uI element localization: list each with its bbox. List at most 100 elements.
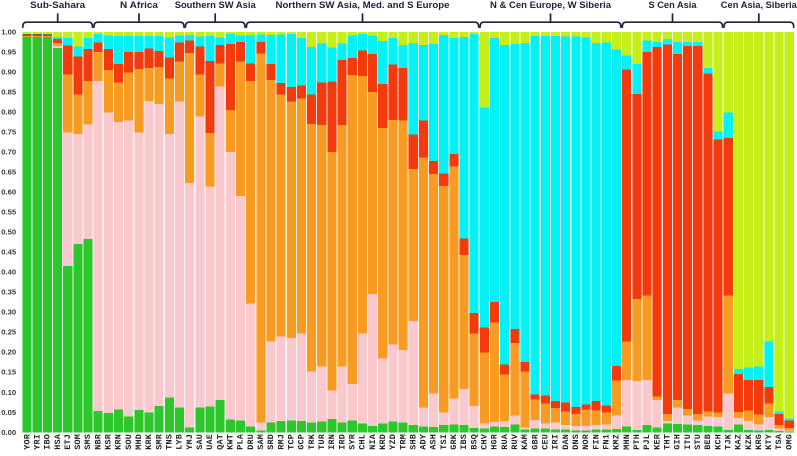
svg-text:0.55: 0.55 — [1, 208, 17, 217]
svg-text:IBS: IBS — [459, 434, 469, 450]
svg-text:TUR: TUR — [317, 433, 327, 449]
svg-text:N & Cen Europe, W Siberia: N & Cen Europe, W Siberia — [490, 0, 612, 11]
svg-text:0.25: 0.25 — [1, 328, 17, 337]
svg-text:0.05: 0.05 — [1, 408, 17, 417]
svg-text:KRK: KRK — [144, 433, 154, 449]
svg-text:KCH: KCH — [713, 434, 723, 450]
svg-text:Northern SW Asia, Med. and S E: Northern SW Asia, Med. and S Europe — [276, 0, 450, 11]
svg-text:N Africa: N Africa — [120, 0, 159, 11]
svg-text:SOM: SOM — [73, 434, 83, 450]
svg-text:0.60: 0.60 — [1, 188, 16, 197]
svg-text:GIH: GIH — [673, 434, 683, 450]
svg-text:TRK: TRK — [307, 433, 317, 449]
svg-text:SAM: SAM — [256, 434, 266, 450]
svg-text:SRD: SRD — [266, 434, 276, 450]
svg-text:CHL: CHL — [358, 434, 368, 450]
svg-text:GCP: GCP — [297, 434, 307, 450]
svg-text:TJK: TJK — [723, 433, 733, 449]
svg-text:MHD: MHD — [134, 434, 144, 450]
svg-text:CEU: CEU — [541, 434, 551, 450]
svg-text:KAZ: KAZ — [734, 434, 744, 450]
svg-text:KRN: KRN — [114, 434, 124, 450]
svg-text:0.45: 0.45 — [1, 248, 17, 257]
svg-text:0.90: 0.90 — [1, 67, 16, 76]
svg-text:THT: THT — [662, 434, 672, 450]
svg-text:RUV: RUV — [510, 433, 520, 449]
svg-text:YRI: YRI — [32, 434, 42, 450]
svg-text:PLA: PLA — [236, 433, 246, 449]
svg-text:SAU: SAU — [195, 434, 205, 450]
svg-text:DRU: DRU — [246, 434, 256, 450]
svg-text:KRD: KRD — [378, 434, 388, 450]
svg-text:Cen Asia, Siberia: Cen Asia, Siberia — [721, 0, 797, 11]
svg-text:DNS: DNS — [571, 434, 581, 450]
svg-text:S Cen Asia: S Cen Asia — [649, 0, 698, 11]
svg-text:YOR: YOR — [22, 433, 32, 449]
svg-text:Southern SW Asia: Southern SW Asia — [175, 0, 257, 11]
svg-text:SYR: SYR — [347, 433, 357, 449]
svg-text:YMJ: YMJ — [185, 434, 195, 450]
svg-text:OMG: OMG — [784, 434, 794, 450]
svg-text:KWT: KWT — [226, 434, 236, 450]
svg-text:0.50: 0.50 — [1, 228, 16, 237]
svg-text:TNS: TNS — [165, 434, 175, 450]
svg-text:FIN: FIN — [591, 434, 601, 450]
svg-text:NOR: NOR — [581, 433, 591, 449]
svg-text:0.30: 0.30 — [1, 308, 16, 317]
svg-text:KER: KER — [652, 433, 662, 449]
svg-text:TRM: TRM — [398, 434, 408, 450]
svg-text:SMR: SMR — [154, 433, 164, 449]
svg-text:0.80: 0.80 — [1, 107, 16, 116]
svg-text:FN1: FN1 — [602, 434, 612, 450]
svg-text:BEB: BEB — [703, 434, 713, 450]
svg-text:QAT: QAT — [215, 434, 225, 450]
svg-text:TSI: TSI — [439, 434, 449, 450]
svg-text:IRD: IRD — [337, 434, 347, 450]
svg-text:YZD: YZD — [388, 434, 398, 450]
svg-text:GBR: GBR — [530, 433, 540, 449]
svg-text:0.15: 0.15 — [1, 368, 17, 377]
svg-text:0.70: 0.70 — [1, 147, 16, 156]
svg-text:KRG: KRG — [754, 434, 764, 450]
svg-text:TSA: TSA — [774, 433, 784, 449]
svg-text:SHB: SHB — [408, 434, 418, 450]
svg-text:KAM: KAM — [520, 434, 530, 450]
svg-text:NBR: NBR — [93, 433, 103, 449]
svg-text:Sub-Sahara: Sub-Sahara — [30, 0, 86, 11]
svg-text:ETJ: ETJ — [63, 434, 73, 450]
svg-text:STU: STU — [693, 434, 703, 450]
svg-text:KZK: KZK — [744, 433, 754, 449]
svg-text:0.95: 0.95 — [1, 47, 17, 56]
svg-text:IRN: IRN — [327, 434, 337, 450]
svg-text:0.35: 0.35 — [1, 288, 17, 297]
svg-text:DAN: DAN — [561, 434, 571, 450]
svg-text:KMZ: KMZ — [612, 434, 622, 450]
svg-text:0.75: 0.75 — [1, 127, 17, 136]
svg-text:IRI: IRI — [551, 434, 561, 450]
svg-text:0.00: 0.00 — [1, 428, 16, 437]
svg-text:ADY: ADY — [419, 433, 429, 449]
svg-text:BSQ: BSQ — [469, 434, 479, 450]
svg-text:UAE: UAE — [205, 434, 215, 450]
svg-text:RMJ: RMJ — [276, 434, 286, 450]
svg-text:TCP: TCP — [286, 434, 296, 450]
svg-text:0.65: 0.65 — [1, 167, 17, 176]
svg-text:LYB: LYB — [175, 434, 185, 450]
svg-text:CHV: CHV — [480, 433, 490, 449]
svg-text:ITU: ITU — [683, 434, 693, 450]
svg-text:0.85: 0.85 — [1, 87, 17, 96]
svg-text:MHN: MHN — [622, 434, 632, 450]
svg-text:KSR: KSR — [104, 433, 114, 449]
svg-text:SOU: SOU — [124, 434, 134, 450]
svg-text:HGR: HGR — [490, 433, 500, 449]
svg-text:GRK: GRK — [449, 433, 459, 449]
svg-text:0.20: 0.20 — [1, 348, 16, 357]
svg-text:1.00: 1.00 — [1, 27, 16, 36]
svg-text:PJL: PJL — [642, 434, 652, 450]
svg-text:SMS: SMS — [83, 434, 93, 450]
svg-text:NIA: NIA — [368, 433, 378, 449]
svg-text:0.10: 0.10 — [1, 388, 16, 397]
svg-text:KTY: KTY — [764, 433, 774, 449]
svg-text:IBO: IBO — [43, 434, 53, 450]
svg-text:PTH: PTH — [632, 434, 642, 450]
